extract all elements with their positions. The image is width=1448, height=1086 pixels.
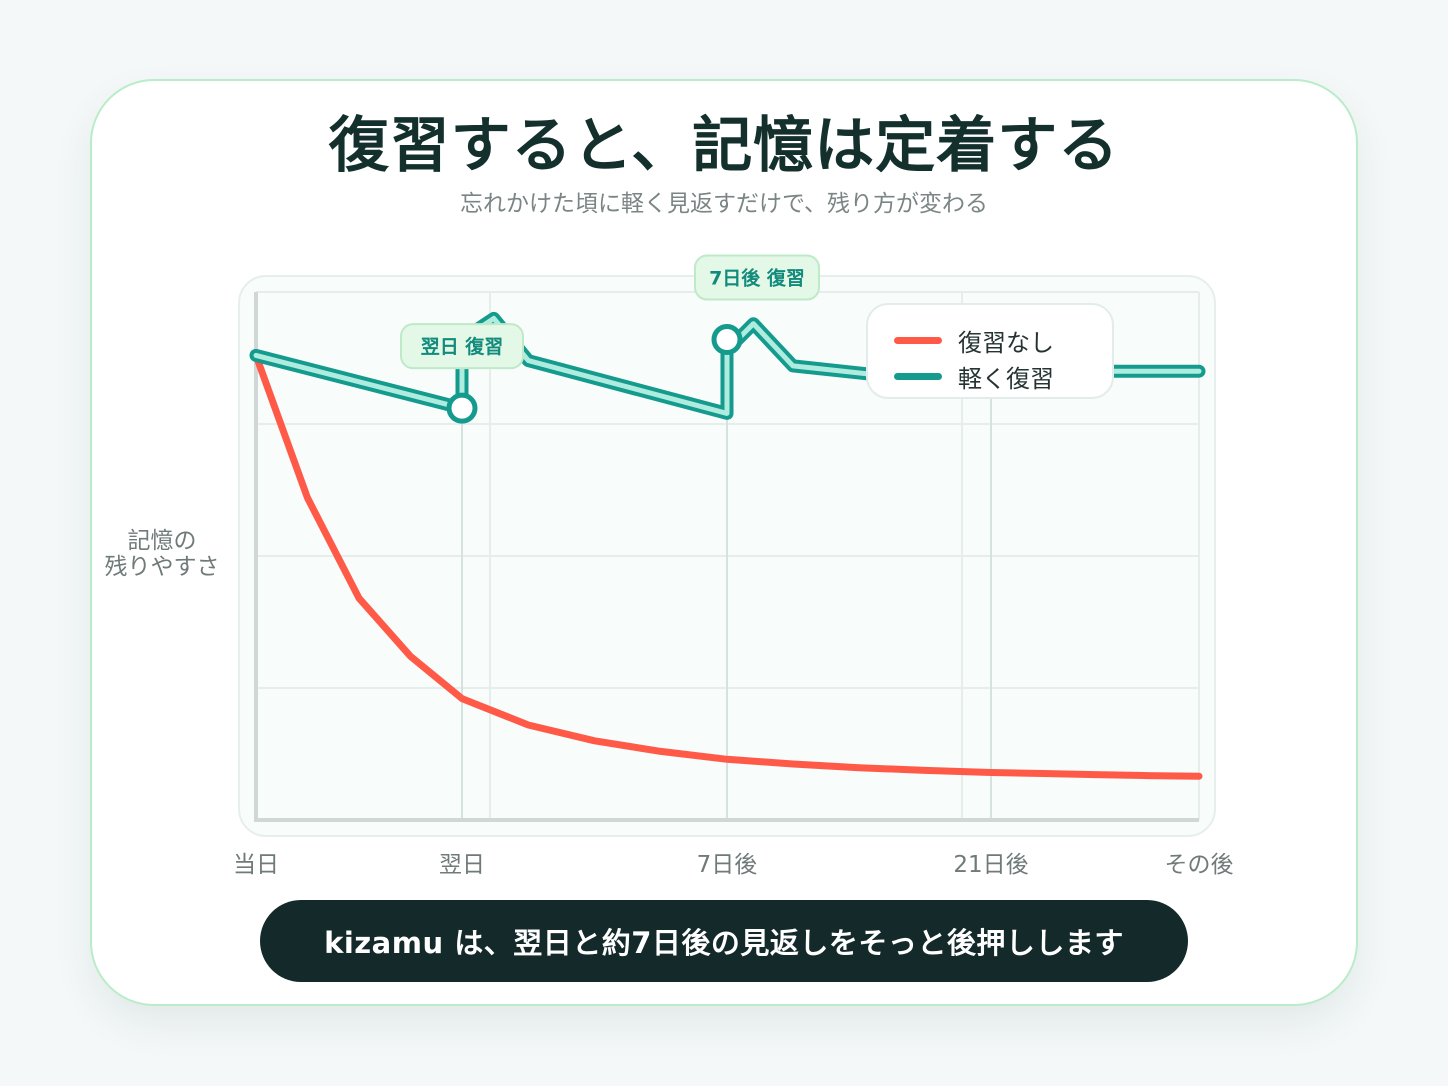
x-tick-label-4: 21日後 xyxy=(953,852,1028,878)
x-tick-label-1: 当日 xyxy=(233,852,279,878)
page-subtitle: 忘れかけた頃に軽く見返すだけで、残り方が変わる xyxy=(459,191,989,217)
y-axis-label-line-2: 残りやすさ xyxy=(104,554,220,580)
x-tick-label-2: 翌日 xyxy=(439,852,485,878)
review-label-text-2: 7日後 復習 xyxy=(709,267,805,290)
series-line-no-review xyxy=(252,351,1203,780)
review-marker-2 xyxy=(711,324,743,356)
y-axis-label-line-1: 記憶の xyxy=(127,528,197,554)
review-marker-1 xyxy=(446,392,478,424)
legend-swatch-review xyxy=(894,373,942,380)
x-tick-label-3: 7日後 xyxy=(697,852,758,878)
page-title: 復習すると、記憶は定着する xyxy=(328,111,1120,181)
chart-legend: 復習なし 軽く復習 xyxy=(866,303,1114,399)
legend-item-no-review: 復習なし xyxy=(894,323,1054,358)
x-tick-label-5: その後 xyxy=(1165,852,1234,878)
legend-label-review: 軽く復習 xyxy=(958,365,1054,393)
legend-item-review: 軽く復習 xyxy=(894,359,1054,394)
review-label-text-1: 翌日 復習 xyxy=(421,335,504,358)
footer-banner: kizamu は、翌日と約7日後の見返しをそっと後押しします xyxy=(260,900,1188,982)
legend-swatch-no-review xyxy=(894,337,942,344)
review-label-pill-2 xyxy=(694,254,820,301)
y-axis-label: 記憶の 残りやすさ xyxy=(92,528,232,580)
legend-label-no-review: 復習なし xyxy=(958,329,1054,357)
review-label-pill-1 xyxy=(400,323,524,370)
